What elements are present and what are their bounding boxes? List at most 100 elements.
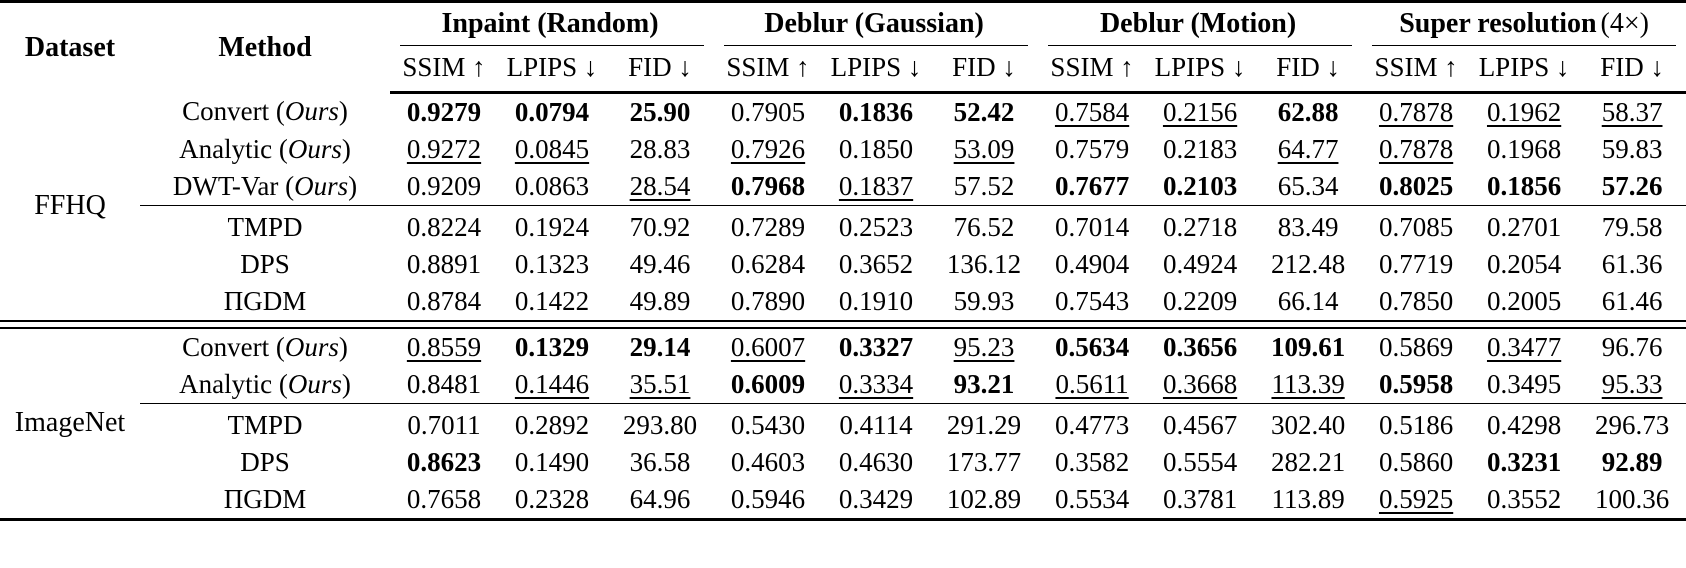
metric-header-lpips: LPIPS ↓ xyxy=(1146,45,1255,94)
metric-value-cell: 0.7579 xyxy=(1038,131,1146,168)
metric-value: 0.5946 xyxy=(730,483,806,514)
metric-value-cell: 0.1924 xyxy=(498,209,606,246)
metric-value-cell: 0.3781 xyxy=(1146,481,1254,520)
method-cell: Convert (Ours) xyxy=(182,96,348,127)
metric-value-cell: 0.3582 xyxy=(1038,444,1146,481)
metric-value: 65.34 xyxy=(1277,170,1339,201)
method-cell: Analytic (Ours) xyxy=(179,133,351,164)
metric-value: 136.12 xyxy=(946,248,1022,279)
metric-value-cell: 0.8481 xyxy=(390,366,498,404)
metric-value: 92.89 xyxy=(1601,446,1663,477)
metric-value: 282.21 xyxy=(1270,446,1346,477)
metric-header-ssim: SSIM ↑ xyxy=(714,45,823,94)
metric-value: 0.3334 xyxy=(838,368,914,399)
metric-value-cell: 0.7719 xyxy=(1362,246,1470,283)
metric-value-cell: 64.77 xyxy=(1254,131,1362,168)
metric-value-cell: 0.7878 xyxy=(1362,92,1470,131)
metric-value-cell: 0.5611 xyxy=(1038,366,1146,404)
task-group-label: Deblur (Gaussian) xyxy=(764,8,984,39)
method-cell: ΠGDM xyxy=(223,483,307,514)
metric-value-cell: 0.4924 xyxy=(1146,246,1254,283)
metric-value: 109.61 xyxy=(1270,331,1346,362)
metric-value-cell: 0.7011 xyxy=(390,407,498,444)
metric-value: 0.4773 xyxy=(1054,409,1130,440)
table-row: Analytic (Ours) 0.8481 0.1446 35.51 0.6009 0.… xyxy=(0,366,1686,404)
method-cell: DPS xyxy=(240,248,290,279)
metric-value-cell: 66.14 xyxy=(1254,283,1362,321)
metric-value-cell: 113.89 xyxy=(1254,481,1362,520)
metric-value-cell: 0.2005 xyxy=(1470,283,1578,321)
metric-value: 0.8224 xyxy=(406,211,482,242)
metric-value: 296.73 xyxy=(1594,409,1670,440)
metric-value: 0.8481 xyxy=(406,368,482,399)
metric-value: 0.1329 xyxy=(514,331,590,362)
metric-value-cell: 0.2701 xyxy=(1470,209,1578,246)
metric-header-ssim: SSIM ↑ xyxy=(1362,45,1471,94)
metric-value: 0.1446 xyxy=(514,368,590,399)
metric-value-cell: 0.4114 xyxy=(822,407,930,444)
metric-value: 0.1924 xyxy=(514,211,590,242)
table-row: DWT-Var (Ours) 0.9209 0.0863 28.54 0.7968 0.1… xyxy=(0,168,1686,206)
metric-value-cell: 0.6009 xyxy=(714,366,822,404)
metric-value-cell: 0.1836 xyxy=(822,92,930,131)
metric-value-cell: 0.8623 xyxy=(390,444,498,481)
task-group-spanner: Super resolution (4×) xyxy=(1372,8,1677,46)
metric-value: 0.3477 xyxy=(1486,331,1562,362)
metric-value: 0.7878 xyxy=(1378,96,1454,127)
metric-value-cell: 0.5634 xyxy=(1038,328,1146,366)
metric-header-fid: FID ↓ xyxy=(606,45,715,94)
metric-value: 0.5958 xyxy=(1378,368,1454,399)
metric-header-lpips: LPIPS ↓ xyxy=(498,45,606,94)
metric-value: 0.3656 xyxy=(1162,331,1238,362)
metric-header-lpips: LPIPS ↓ xyxy=(1470,45,1579,94)
metric-value: 0.6007 xyxy=(730,331,806,362)
ours-tag: Ours xyxy=(284,96,339,127)
metric-value: 0.3582 xyxy=(1054,446,1130,477)
section-separator-line xyxy=(0,319,1686,329)
metric-value-cell: 0.1422 xyxy=(498,283,606,321)
metric-header-fid: FID ↓ xyxy=(930,45,1039,94)
divider-line xyxy=(140,204,1686,209)
metric-header-row: SSIM ↑ LPIPS ↓ FID ↓ SSIM ↑ LPIPS ↓ FID … xyxy=(0,45,1686,94)
metric-value-cell: 0.1323 xyxy=(498,246,606,283)
metric-value-cell: 0.2328 xyxy=(498,481,606,520)
ours-baseline-divider-rule xyxy=(0,204,1686,209)
metric-value-cell: 35.51 xyxy=(606,366,714,404)
metric-value-cell: 0.4567 xyxy=(1146,407,1254,444)
metric-value: 0.6284 xyxy=(730,248,806,279)
metric-value: 0.1910 xyxy=(838,285,914,316)
metric-value-cell: 49.89 xyxy=(606,283,714,321)
metric-value: 0.2523 xyxy=(838,211,914,242)
table-body: FFHQ Convert (Ours) 0.9279 0.0794 25.90 0.790… xyxy=(0,92,1686,519)
metric-value-cell: 113.39 xyxy=(1254,366,1362,404)
task-group-suffix: (4×) xyxy=(1600,8,1649,39)
metric-header-ssim: SSIM ↑ xyxy=(1038,45,1147,94)
ours-baseline-divider-rule xyxy=(0,402,1686,407)
metric-value-cell: 0.6007 xyxy=(714,328,822,366)
metric-value-cell: 96.76 xyxy=(1578,328,1686,366)
metric-value-cell: 0.7968 xyxy=(714,168,822,206)
method-cell: DWT-Var (Ours) xyxy=(172,170,358,201)
metric-value: 212.48 xyxy=(1270,248,1346,279)
metric-value: 0.1856 xyxy=(1486,170,1562,201)
metric-value-cell: 70.92 xyxy=(606,209,714,246)
table-row: ImageNet Convert (Ours) 0.8559 0.1329 29.14 0… xyxy=(0,328,1686,439)
metric-value-cell: 0.5186 xyxy=(1362,407,1470,444)
metric-value-cell: 0.1446 xyxy=(498,366,606,404)
metric-value-cell: 57.52 xyxy=(930,168,1038,206)
metric-value: 0.1837 xyxy=(838,170,914,201)
metric-value-cell: 0.9272 xyxy=(390,131,498,168)
metric-value: 0.7968 xyxy=(730,170,806,201)
metric-value-cell: 0.7878 xyxy=(1362,131,1470,168)
metric-value-cell: 0.9209 xyxy=(390,168,498,206)
metric-value-cell: 296.73 xyxy=(1578,407,1686,444)
metric-header-lpips: LPIPS ↓ xyxy=(822,45,931,94)
metric-value-cell: 0.8224 xyxy=(390,209,498,246)
metric-value: 0.1490 xyxy=(514,446,590,477)
metric-value-cell: 83.49 xyxy=(1254,209,1362,246)
metric-value: 0.1422 xyxy=(514,285,590,316)
metric-value-cell: 173.77 xyxy=(930,444,1038,481)
metric-value-cell: 29.14 xyxy=(606,328,714,366)
ours-tag: Ours xyxy=(294,170,349,201)
metric-value-cell: 0.4773 xyxy=(1038,407,1146,444)
